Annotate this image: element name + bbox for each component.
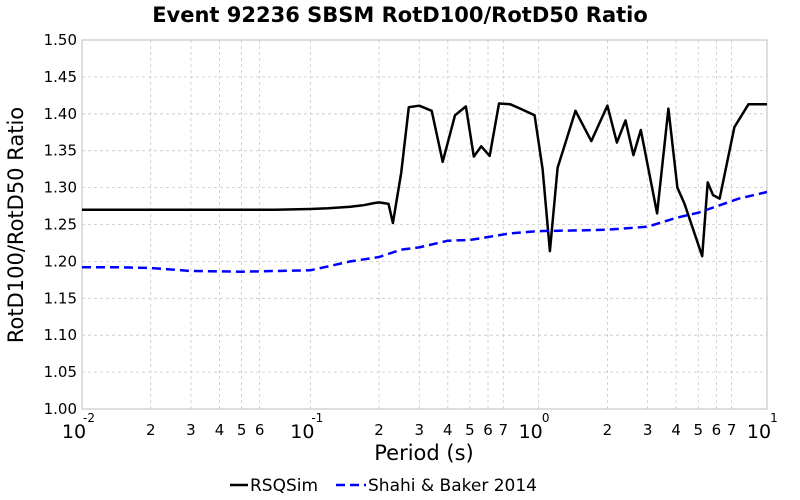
series-line-shahi-baker [82,190,768,273]
series-group [82,102,768,273]
x-tick-exponent: -1 [311,411,323,425]
y-axis-ticks: 1.00 1.05 1.10 1.15 1.20 1.25 1.30 1.35 1.40 1.45… [44,31,77,418]
x-tick-minor-label: 6 [255,421,265,439]
x-tick-minor-label: 3 [643,421,653,439]
y-tick-label: 1.10 [44,326,77,344]
legend-label-rsqsim: RSQSim [250,476,318,496]
x-tick-major-label: 10 [747,421,771,443]
x-tick-exponent: -2 [83,411,95,425]
x-tick-minor-label: 2 [374,421,384,439]
x-tick-minor-label: 2 [603,421,613,439]
x-tick-exponent: 0 [542,411,550,425]
series-line-rsqsim [82,102,767,258]
x-tick-minor-label: 3 [415,421,425,439]
y-axis-label: RotD100/RotD50 Ratio [4,107,28,343]
x-tick-major-label: 10 [519,421,543,443]
x-tick-base: 10 [290,421,314,443]
x-tick-minor-label: 6 [712,421,722,439]
plot-frame [81,39,768,410]
legend: RSQSim Shahi & Baker 2014 [230,476,537,496]
x-tick-minor-label: 5 [465,421,475,439]
x-axis-label: Period (s) [374,441,473,465]
x-tick-minor-label: 5 [693,421,703,439]
x-tick-minor-label: 4 [671,421,681,439]
y-tick-label: 1.30 [44,179,77,197]
grid [81,39,768,410]
x-tick-base: 10 [62,421,86,443]
y-tick-label: 1.00 [44,400,77,418]
x-tick-base: 10 [747,421,771,443]
x-tick-minor-label: 2 [146,421,156,439]
x-tick-major-label: 10 [62,421,86,443]
y-tick-label: 1.35 [44,142,77,160]
x-tick-major-label: 10 [290,421,314,443]
x-tick-exponent: 1 [770,411,778,425]
x-tick-minor-label: 7 [499,421,509,439]
y-tick-label: 1.45 [44,68,77,86]
x-tick-minor-label: 7 [727,421,737,439]
x-tick-base: 10 [519,421,543,443]
chart-title: Event 92236 SBSM RotD100/RotD50 Ratio [152,3,648,27]
x-tick-minor-label: 4 [215,421,225,439]
y-tick-label: 1.15 [44,289,77,307]
y-tick-label: 1.05 [44,363,77,381]
x-tick-minor-label: 6 [483,421,493,439]
x-tick-minor-label: 3 [186,421,196,439]
y-tick-label: 1.40 [44,105,77,123]
x-tick-minor-label: 4 [443,421,453,439]
legend-label-shahi-baker: Shahi & Baker 2014 [368,476,537,496]
y-tick-label: 1.25 [44,216,77,234]
y-tick-label: 1.50 [44,31,77,49]
x-tick-minor-label: 5 [237,421,247,439]
y-tick-label: 1.20 [44,252,77,270]
